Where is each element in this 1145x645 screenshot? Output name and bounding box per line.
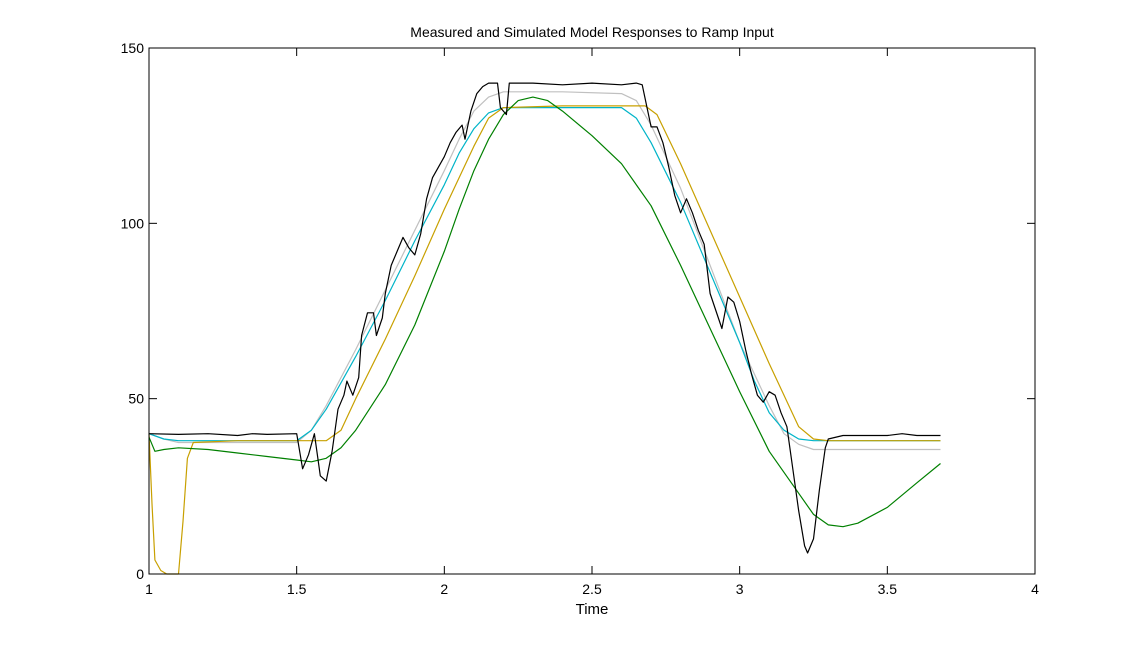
x-tick-label: 1 bbox=[145, 581, 153, 597]
x-tick-label: 1.5 bbox=[287, 581, 307, 597]
chart-title: Measured and Simulated Model Responses t… bbox=[410, 24, 774, 40]
y-tick-label: 150 bbox=[121, 40, 145, 56]
x-tick-label: 3.5 bbox=[878, 581, 898, 597]
ticks-layer: 1 1.5 2 2.5 3 3.5 4 0 50 100 150 bbox=[121, 40, 1039, 597]
series-line-4 bbox=[148, 96, 941, 528]
y-tick-label: 0 bbox=[136, 566, 144, 582]
x-tick-label: 2.5 bbox=[582, 581, 602, 597]
y-tick-label: 100 bbox=[121, 215, 145, 231]
series-line-1 bbox=[148, 91, 941, 451]
plot-frame bbox=[148, 47, 1036, 575]
x-tick-label: 2 bbox=[440, 581, 448, 597]
x-tick-label: 4 bbox=[1031, 581, 1039, 597]
series-line-5 bbox=[148, 82, 941, 554]
series-layer bbox=[148, 82, 941, 575]
x-axis-label: Time bbox=[576, 601, 609, 618]
x-tick-label: 3 bbox=[736, 581, 744, 597]
y-tick-label: 50 bbox=[128, 391, 144, 407]
